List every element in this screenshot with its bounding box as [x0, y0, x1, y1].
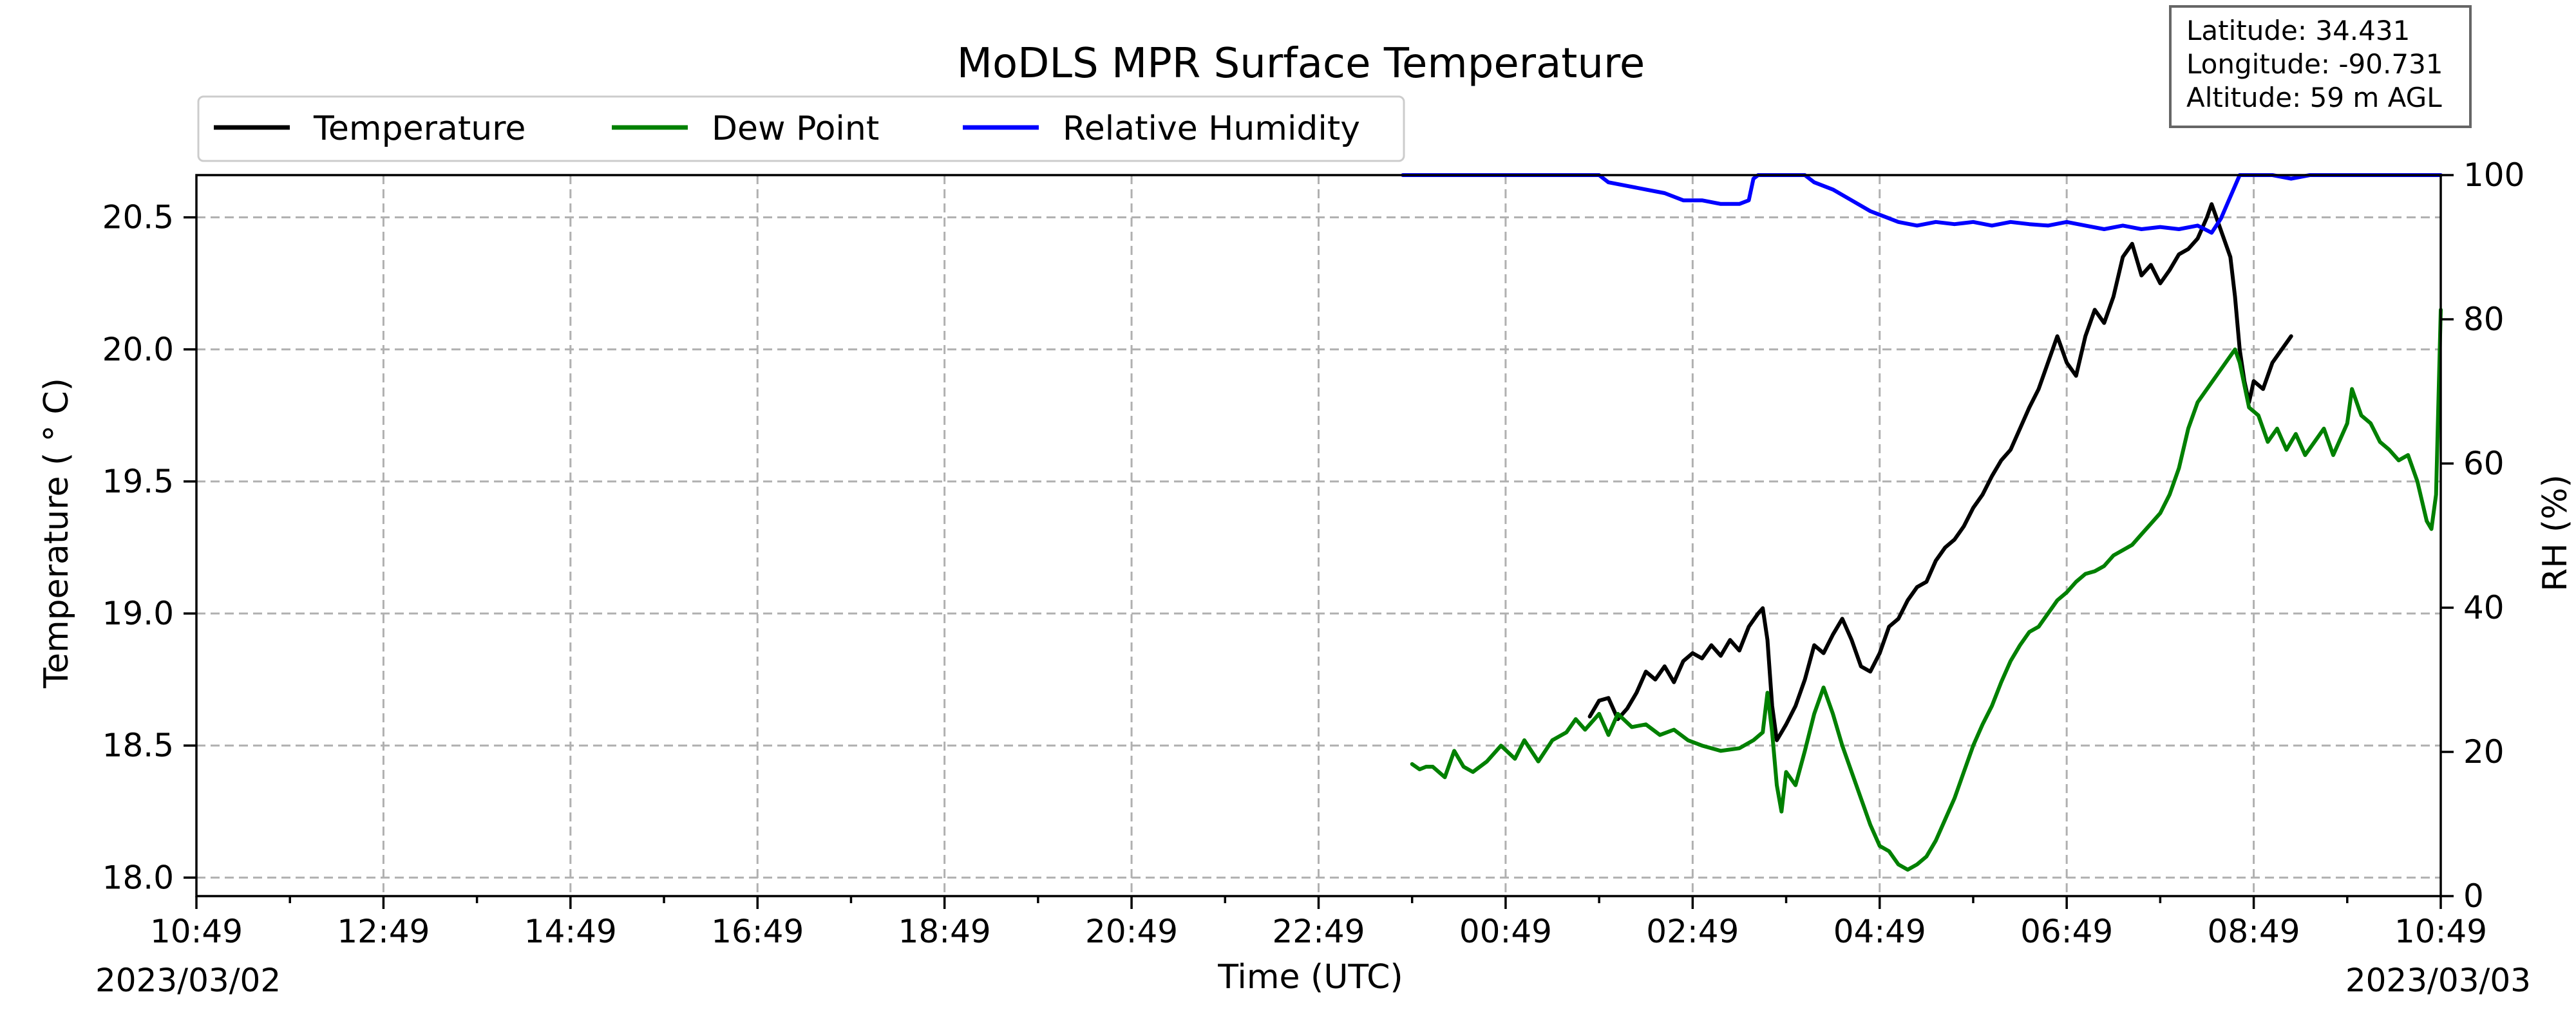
- legend-label-temperature: Temperature: [313, 109, 526, 148]
- series-line-dew-point: [1410, 308, 2443, 872]
- series-line-relative-humidity: [1401, 173, 2443, 235]
- x-tick-label: 00:49: [1459, 913, 1552, 950]
- x-tick-label: 08:49: [2208, 913, 2300, 950]
- y-right-tick-label: 80: [2463, 301, 2505, 338]
- info-altitude: Altitude: 59 m AGL: [2186, 82, 2442, 113]
- x-tick-label: 18:49: [898, 913, 991, 950]
- x-tick-label: 10:49: [2394, 913, 2487, 950]
- y-right-tick-label: 60: [2463, 445, 2505, 482]
- y-axis-right-label: RH (%): [2536, 474, 2575, 592]
- x-tick-label: 22:49: [1272, 913, 1365, 950]
- y-axis-right: 0 20 40 60 80 100: [2441, 156, 2524, 915]
- info-box-frame: [2169, 5, 2472, 128]
- y-right-tick-label: 40: [2463, 589, 2505, 626]
- series-line-temperature: [1587, 202, 2293, 742]
- x-tick-label: 04:49: [1833, 913, 1926, 950]
- y-left-tick-label: 20.5: [102, 199, 174, 236]
- x-tick-label: 06:49: [2020, 913, 2113, 950]
- x-axis: 10:49 12:49 14:49 16:49 18:49 20:49 22:49 00:49…: [150, 896, 2487, 950]
- legend: Temperature Dew Point Relative Humidity: [197, 95, 1405, 162]
- info-latitude: Latitude: 34.431: [2186, 15, 2410, 46]
- grid-lines: [196, 175, 2441, 896]
- x-tick-label: 16:49: [711, 913, 804, 950]
- legend-frame: [197, 95, 1405, 162]
- x-tick-label: 20:49: [1085, 913, 1178, 950]
- info-longitude: Longitude: -90.731: [2186, 48, 2443, 80]
- start-date-label: 2023/03/02: [95, 962, 281, 999]
- y-axis-left: 18.0 18.5 19.0 19.5 20.0 20.5: [102, 199, 196, 896]
- y-left-tick-label: 18.0: [102, 859, 174, 896]
- legend-label-relative-humidity: Relative Humidity: [1063, 109, 1360, 148]
- station-info-box: Latitude: 34.431 Longitude: -90.731 Alti…: [2169, 5, 2472, 128]
- end-date-label: 2023/03/03: [2345, 962, 2531, 999]
- y-left-tick-label: 18.5: [102, 727, 174, 764]
- y-left-tick-label: 20.0: [102, 331, 174, 368]
- x-tick-label: 10:49: [150, 913, 243, 950]
- x-tick-label: 12:49: [337, 913, 430, 950]
- y-left-tick-label: 19.5: [102, 463, 174, 500]
- y-axis-left-label: Temperature ( ° C): [37, 378, 76, 689]
- x-axis-label: Time (UTC): [1217, 958, 1403, 997]
- y-right-tick-label: 100: [2463, 156, 2524, 194]
- y-left-tick-label: 19.0: [102, 595, 174, 632]
- chart-title: MoDLS MPR Surface Temperature: [957, 40, 1645, 88]
- y-right-tick-label: 20: [2463, 733, 2505, 771]
- x-tick-label: 02:49: [1646, 913, 1739, 950]
- series-lines: [1401, 173, 2443, 872]
- y-right-tick-label: 0: [2463, 877, 2484, 915]
- legend-label-dew-point: Dew Point: [712, 109, 879, 148]
- x-tick-label: 14:49: [524, 913, 617, 950]
